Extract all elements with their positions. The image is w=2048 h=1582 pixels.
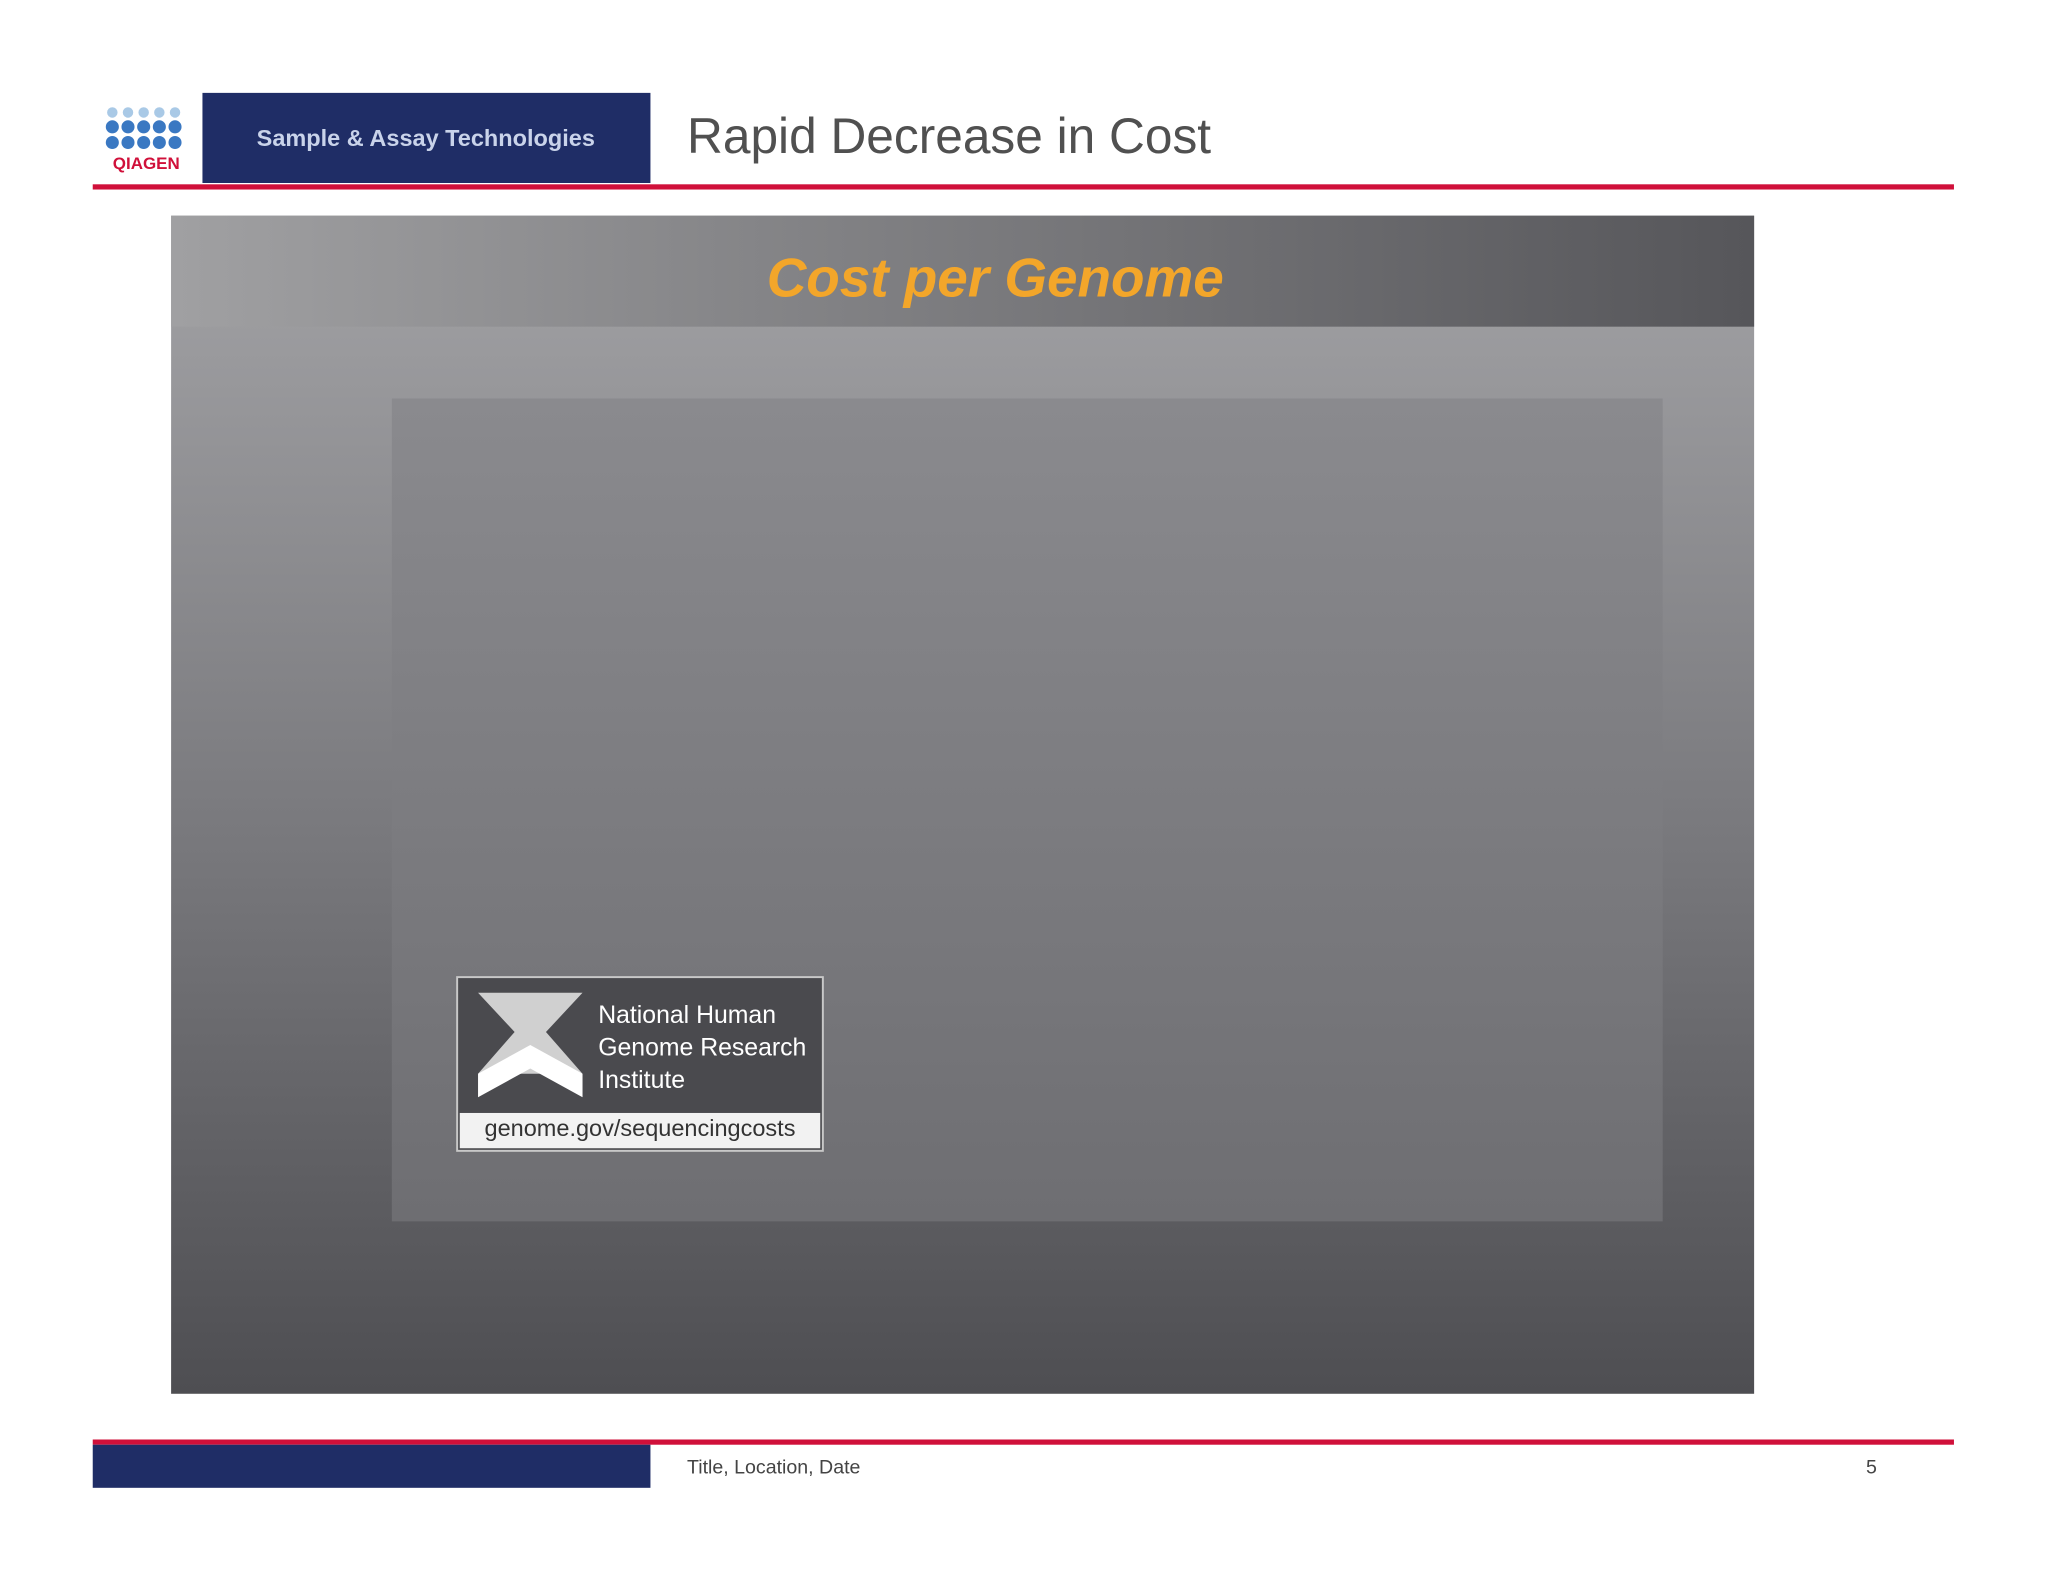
page-number: 5 [1866, 1456, 1877, 1478]
slide-title: Rapid Decrease in Cost [687, 108, 1211, 164]
footer-rule [92, 1439, 1954, 1445]
source-line: Genome Research [598, 1035, 806, 1062]
source-line: National Human [598, 1002, 776, 1029]
chart-title: Cost per Genome [767, 247, 1224, 309]
header-rule [92, 184, 1954, 190]
tagline: Sample & Assay Technologies [257, 125, 595, 151]
logo: QIAGEN [105, 107, 182, 173]
title-band [171, 215, 1755, 327]
footer-text: Title, Location, Date [687, 1456, 861, 1478]
header-bar [202, 92, 651, 183]
footer-bar [92, 1444, 651, 1488]
source-box: National Human Genome Research Institute… [456, 976, 824, 1152]
source-url: genome.gov/sequencingcosts [485, 1115, 796, 1141]
source-line: Institute [598, 1067, 685, 1094]
logo-text: QIAGEN [113, 154, 180, 173]
